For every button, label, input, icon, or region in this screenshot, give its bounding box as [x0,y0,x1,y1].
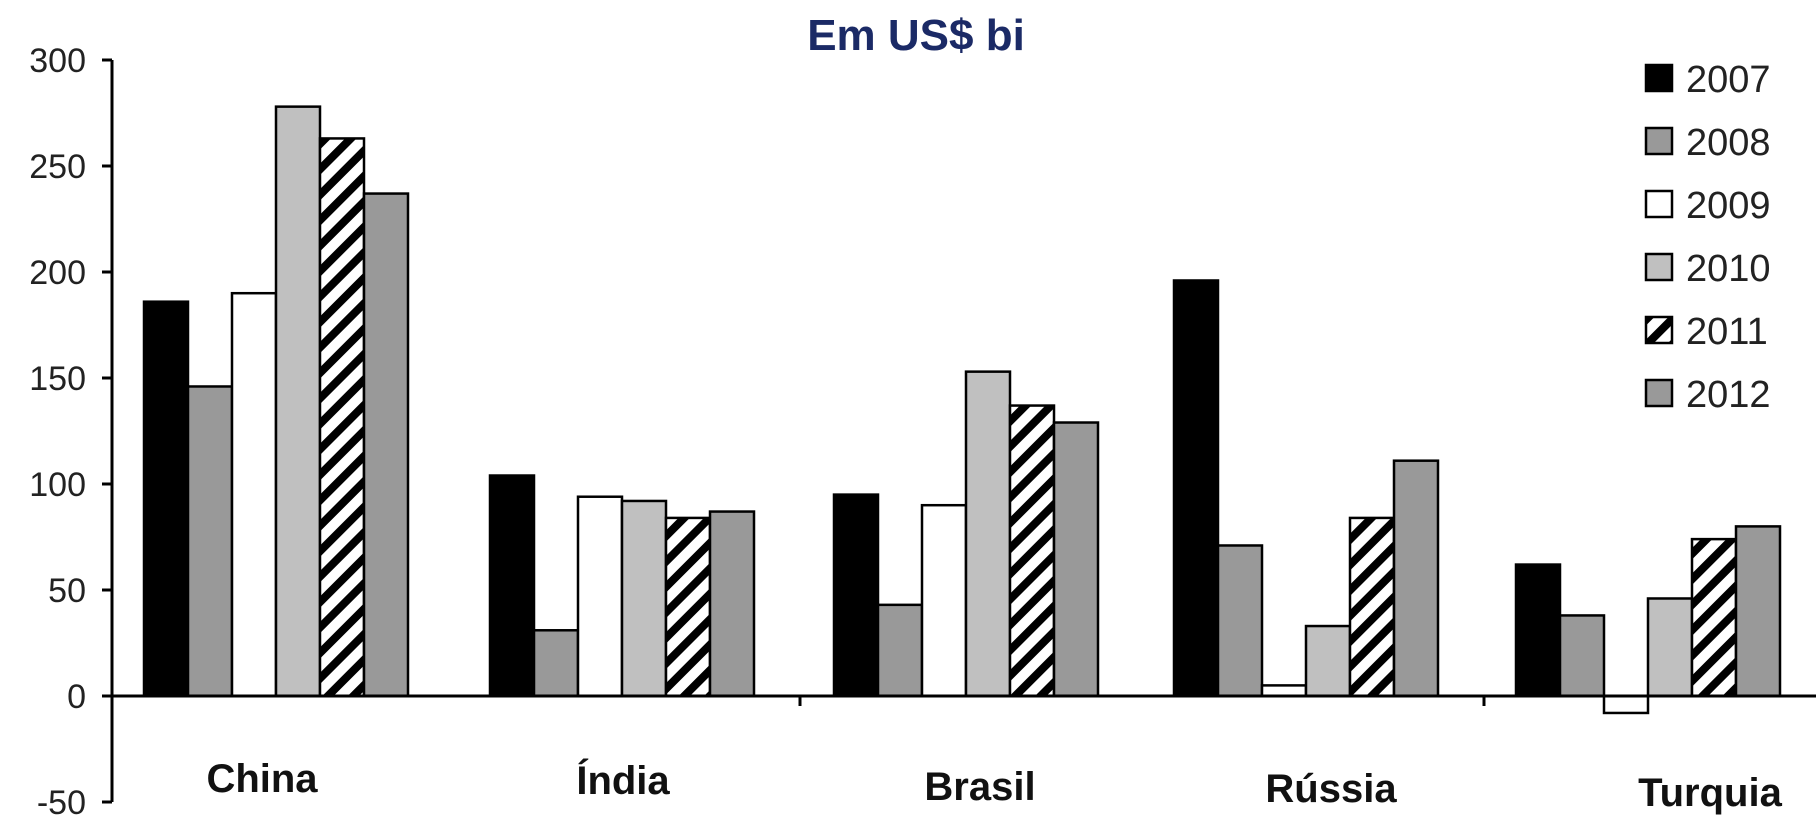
bar-china-2012 [362,192,410,698]
bar-brasil-2009 [920,503,968,698]
category-group [142,105,410,698]
legend-swatch [1644,63,1674,93]
bar-china-2009 [230,291,278,698]
bar-china-2010 [274,105,322,698]
y-tick-label: 150 [29,360,86,398]
bar-índia-2008 [532,629,580,698]
bar-índia-2012 [708,510,756,698]
bar-índia-2007 [488,474,536,698]
category-group [832,370,1100,698]
y-tick-label: 50 [48,572,86,610]
bar-índia-2010 [620,499,668,698]
legend-swatch [1644,252,1674,282]
bar-rússia-2007 [1172,279,1220,698]
bar-brasil-2012 [1052,421,1100,698]
legend-item: 2011 [1644,311,1768,353]
bar-china-2007 [142,300,190,698]
legend-label: 2009 [1686,185,1771,227]
bar-turquia-2007 [1514,563,1562,698]
legend-label: 2008 [1686,122,1771,164]
bar-brasil-2008 [876,603,924,698]
y-tick-label: 300 [29,42,86,80]
bar-índia-2009 [576,495,624,698]
y-tick-label: 100 [29,466,86,504]
bar-rússia-2009 [1260,684,1308,698]
bar-rússia-2008 [1216,544,1264,698]
bar-china-2008 [186,385,234,698]
bar-rússia-2010 [1304,624,1352,698]
legend-item: 2012 [1644,374,1771,416]
bar-turquia-2012 [1734,525,1782,698]
bar-brasil-2010 [964,370,1012,698]
y-tick-label: 250 [29,148,86,186]
legend-item: 2009 [1644,185,1771,227]
legend: 2007 2008 2009 2010 2011 2012 [1644,59,1771,416]
category-label: China [206,757,318,801]
bar-turquia-2010 [1646,597,1694,698]
bar-rússia-2012 [1392,459,1440,698]
legend-swatch [1644,189,1674,219]
bar-turquia-2011 [1690,537,1738,698]
legend-label: 2012 [1686,374,1771,416]
bar-rússia-2011 [1348,516,1396,698]
bar-turquia-2009 [1602,694,1650,715]
category-label: Brasil [924,765,1035,809]
category-label: Rússia [1265,767,1397,811]
y-tick-label: 200 [29,254,86,292]
y-tick-label: 0 [67,678,86,716]
y-tick-label: -50 [37,784,86,816]
chart-title: Em US$ bi [807,11,1025,60]
legend-swatch [1644,126,1674,156]
category-label: Turquia [1638,771,1782,815]
legend-label: 2010 [1686,248,1771,290]
category-group [1172,279,1440,698]
bar-turquia-2008 [1558,614,1606,698]
legend-item: 2007 [1644,59,1771,101]
bar-brasil-2007 [832,493,880,698]
x-axis: China Índia Brasil Rússia Turquia [112,694,1816,815]
legend-item: 2008 [1644,122,1771,164]
legend-swatch [1644,378,1674,408]
bar-índia-2011 [664,516,712,698]
legend-label: 2007 [1686,59,1771,101]
bars-group [142,105,1782,715]
category-group [488,474,756,698]
y-axis: 300 250 200 150 100 50 0 -50 [29,42,114,816]
legend-item: 2010 [1644,248,1771,290]
legend-label: 2011 [1686,311,1768,353]
legend-swatch [1644,315,1674,345]
category-group [1514,525,1782,715]
bar-brasil-2011 [1008,404,1056,698]
category-label: Índia [576,758,670,803]
bar-china-2011 [318,137,366,698]
